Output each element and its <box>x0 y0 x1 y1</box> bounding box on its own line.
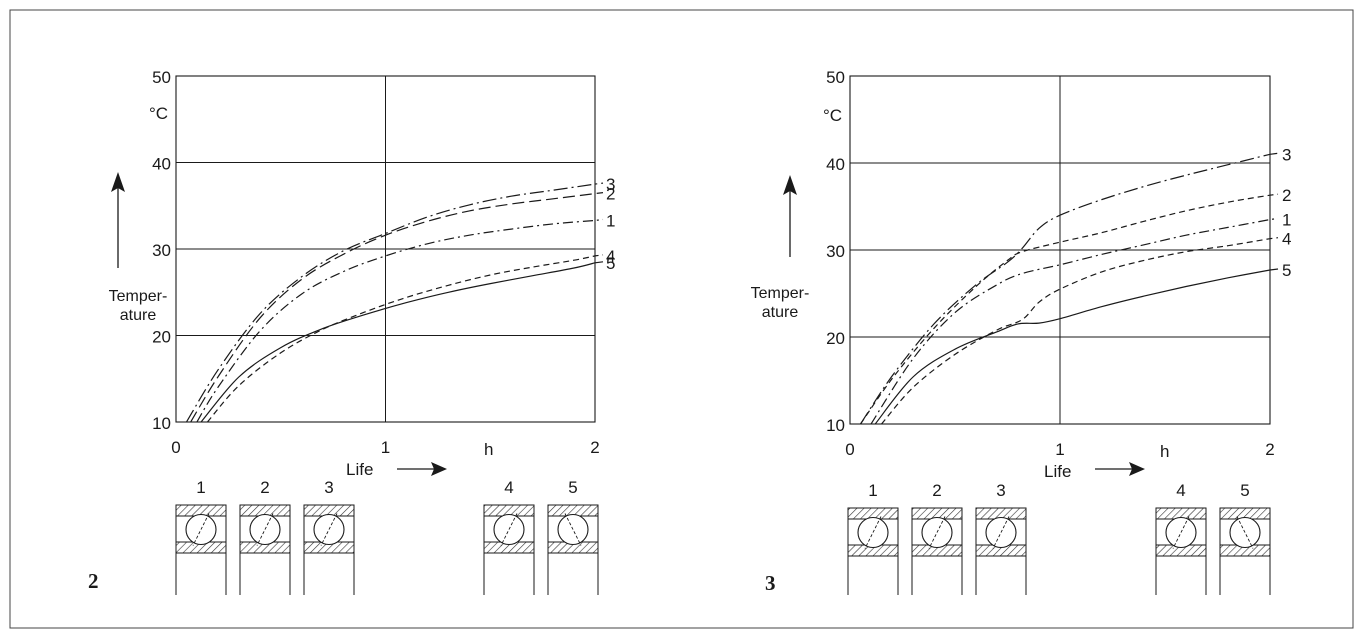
y-unit-label: °C <box>823 106 842 125</box>
series-label-5: 5 <box>1282 261 1291 280</box>
x-tick-label: 1 <box>1055 440 1064 459</box>
y-axis-label-line1: Temper- <box>751 285 810 302</box>
series-line-1 <box>870 217 1279 425</box>
y-arrow <box>783 175 797 257</box>
y-arrow <box>111 172 125 268</box>
bearing-3: 3 <box>975 481 1027 595</box>
y-tick-label: 20 <box>826 329 845 348</box>
x-tick-label: 2 <box>1265 440 1274 459</box>
contact-line <box>320 513 338 546</box>
contact-line <box>564 513 582 546</box>
series-label-5: 5 <box>606 254 615 273</box>
bearing-2: 2 <box>239 478 291 595</box>
x-unit-label: h <box>484 440 493 459</box>
bearing-1: 1 <box>847 481 899 595</box>
contact-line <box>1236 516 1254 549</box>
contact-line <box>500 513 518 546</box>
bearing-4: 4 <box>483 478 535 595</box>
chart-labels: °C Temper- ature Life h <box>751 106 1170 481</box>
series-line-2 <box>860 193 1279 425</box>
series-line-5 <box>874 268 1279 425</box>
bearing-label: 5 <box>568 478 577 497</box>
y-tick-label: 50 <box>152 68 171 87</box>
contact-line <box>1172 516 1190 549</box>
contact-line <box>256 513 274 546</box>
contact-line <box>192 513 210 546</box>
x-axis-label: Life <box>346 460 373 479</box>
x-arrow <box>397 462 447 476</box>
figure-number: 3 <box>765 571 776 595</box>
bearing-5: 5 <box>547 478 599 595</box>
series-line-5 <box>200 261 604 423</box>
series-label-2: 2 <box>606 185 615 204</box>
series-line-2 <box>190 192 604 423</box>
contact-line <box>864 516 882 549</box>
bearing-label: 3 <box>996 481 1005 500</box>
x-tick-label: 2 <box>590 438 599 457</box>
x-tick-label: 1 <box>381 438 390 457</box>
figure-border <box>9 9 1354 629</box>
series-label-3: 3 <box>606 175 615 194</box>
series-lines: 3 2 14 5 <box>859 145 1291 425</box>
y-tick-label: 20 <box>152 328 171 347</box>
bearing-label: 4 <box>1176 481 1185 500</box>
chart-labels: °C Temper- ature Life h <box>109 104 494 479</box>
x-axis-label: Life <box>1044 462 1071 481</box>
series-label-1: 1 <box>606 211 615 230</box>
series-line-3 <box>185 182 604 423</box>
figure-number: 2 <box>88 569 99 593</box>
contact-line <box>992 516 1010 549</box>
bearing-label: 2 <box>260 478 269 497</box>
bearing-4: 4 <box>1155 481 1207 595</box>
bearing-label: 1 <box>196 478 205 497</box>
bearing-label: 1 <box>868 481 877 500</box>
series-label-1: 1 <box>1282 211 1291 230</box>
y-tick-label: 10 <box>826 416 845 435</box>
bearing-5: 5 <box>1219 481 1271 595</box>
bearing-2: 2 <box>911 481 963 595</box>
bearing-diagrams: 1 2 3 4 5 <box>175 478 599 595</box>
bearing-diagrams: 1 2 3 4 5 <box>847 481 1271 595</box>
y-tick-label: 40 <box>826 155 845 174</box>
series-line-4 <box>206 254 604 423</box>
bearing-label: 2 <box>932 481 941 500</box>
x-tick-label: 0 <box>171 438 180 457</box>
x-tick-label: 0 <box>845 440 854 459</box>
bearing-label: 4 <box>504 478 513 497</box>
x-arrow <box>1095 462 1145 476</box>
y-axis-label-line2: ature <box>762 304 799 321</box>
series-label-3: 3 <box>1282 145 1291 164</box>
series-lines: 32 1 45 <box>185 175 615 423</box>
y-tick-label: 40 <box>152 155 171 174</box>
series-line-3 <box>859 152 1279 425</box>
series-line-4 <box>881 237 1279 425</box>
bearing-label: 3 <box>324 478 333 497</box>
bearing-3: 3 <box>303 478 355 595</box>
y-tick-label: 30 <box>152 241 171 260</box>
y-tick-label: 10 <box>152 414 171 433</box>
y-tick-label: 50 <box>826 68 845 87</box>
contact-line <box>928 516 946 549</box>
y-axis-label-line2: ature <box>120 307 157 324</box>
bearing-label: 5 <box>1240 481 1249 500</box>
series-line-1 <box>196 218 604 423</box>
series-label-4: 4 <box>1282 230 1291 249</box>
series-label-2: 2 <box>1282 186 1291 205</box>
series-label-4: 4 <box>606 247 615 266</box>
bearing-1: 1 <box>175 478 227 595</box>
y-unit-label: °C <box>149 104 168 123</box>
y-tick-label: 30 <box>826 242 845 261</box>
y-axis-label-line1: Temper- <box>109 288 168 305</box>
x-unit-label: h <box>1160 442 1169 461</box>
grid-lines: 10 20 30 40 50 0 1 2 <box>826 68 1275 459</box>
